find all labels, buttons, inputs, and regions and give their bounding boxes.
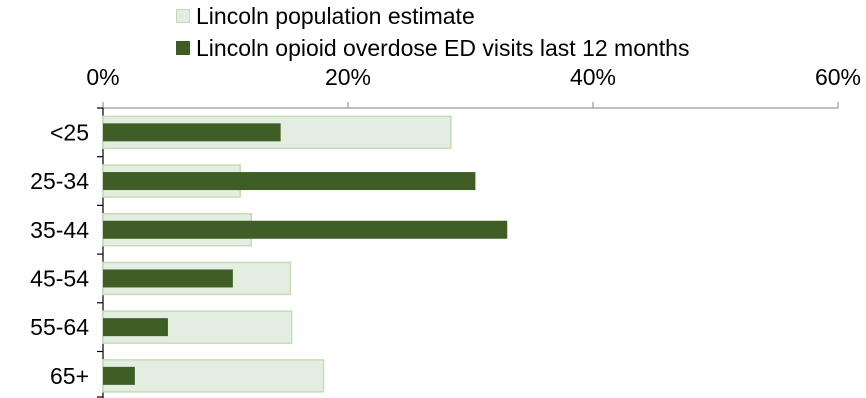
legend-item-ed-visits: Lincoln opioid overdose ED visits last 1… [176,32,689,64]
x-tick-label: 60% [815,64,861,90]
x-tick-label: 0% [86,64,119,90]
x-tick-label: 40% [570,64,616,90]
legend-label-ed-visits: Lincoln opioid overdose ED visits last 1… [196,35,690,61]
y-category-label: 55-64 [30,314,89,340]
x-tick-label: 20% [325,64,371,90]
legend-swatch-ed-visits [176,41,190,55]
legend-label-population: Lincoln population estimate [196,3,475,29]
bar-ed-visits [103,269,233,288]
bar-ed-visits [103,123,281,142]
legend-item-population: Lincoln population estimate [176,0,689,32]
bar-ed-visits [103,220,508,239]
y-category-label: <25 [50,119,89,145]
bar-population [102,359,325,393]
y-category-label: 65+ [50,363,89,389]
bar-ed-visits [103,172,476,191]
y-category-label: 25-34 [30,168,89,194]
legend-swatch-population [176,9,190,23]
legend: Lincoln population estimate Lincoln opio… [176,0,689,64]
bar-ed-visits [103,366,135,385]
y-category-label: 45-54 [30,265,89,291]
bar-ed-visits [103,318,168,337]
y-category-label: 35-44 [30,217,89,243]
